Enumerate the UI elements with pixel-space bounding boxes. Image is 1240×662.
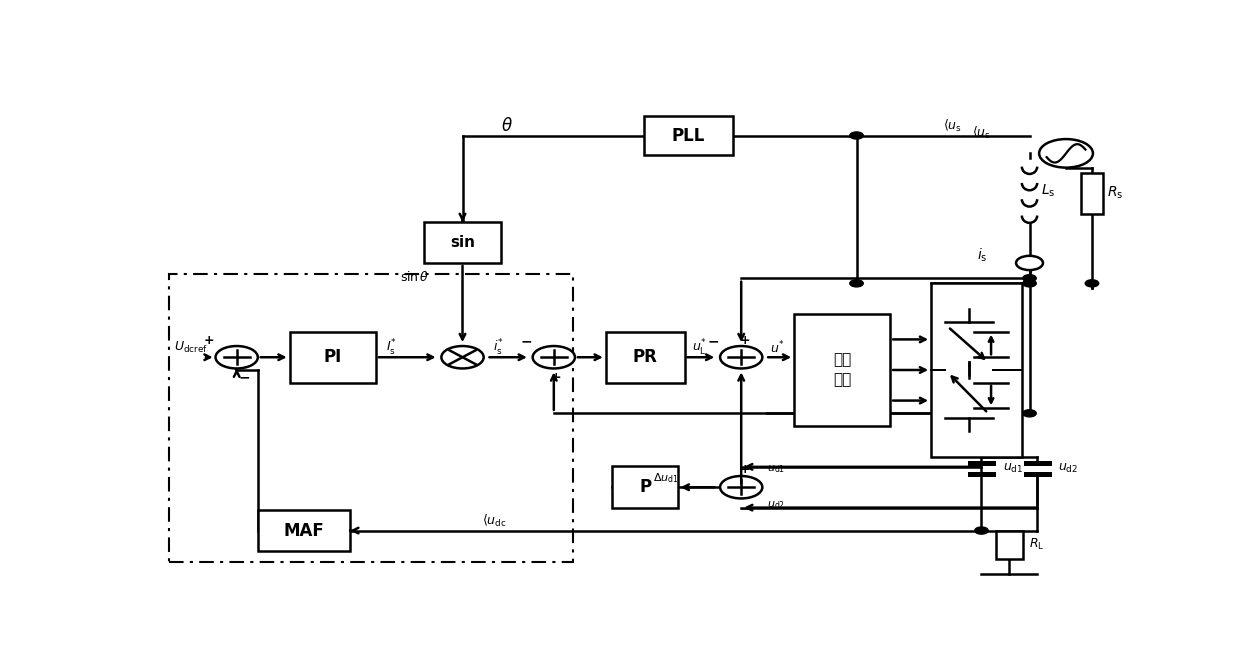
Text: +: + (739, 334, 750, 348)
Circle shape (849, 132, 863, 139)
Text: $u_{\rm d1}$: $u_{\rm d1}$ (768, 463, 785, 475)
Circle shape (216, 346, 258, 369)
Text: +: + (739, 463, 750, 477)
Bar (613, 466, 678, 508)
Text: PLL: PLL (672, 126, 706, 144)
Text: $U_{\rm dcref}$: $U_{\rm dcref}$ (174, 340, 208, 355)
Bar (170, 274, 573, 562)
Text: $i_{\rm s}^{*}$: $i_{\rm s}^{*}$ (494, 338, 503, 358)
Circle shape (1016, 256, 1043, 270)
Text: $u_{\rm d2}$: $u_{\rm d2}$ (768, 499, 785, 511)
Text: $u^{*}$: $u^{*}$ (770, 340, 785, 356)
Text: PI: PI (324, 348, 342, 366)
Text: $\sin\theta$: $\sin\theta$ (401, 270, 429, 284)
Bar (644, 116, 733, 156)
Circle shape (1085, 280, 1099, 287)
Circle shape (1023, 275, 1037, 282)
Text: $u_{\rm d2}$: $u_{\rm d2}$ (1059, 462, 1079, 475)
Text: $\Delta u_{\rm d1}$: $\Delta u_{\rm d1}$ (652, 471, 678, 485)
Text: $u_{\rm d1}$: $u_{\rm d1}$ (1003, 462, 1023, 475)
Text: $i_{\rm s}$: $i_{\rm s}$ (977, 247, 987, 264)
Text: sin: sin (450, 235, 475, 250)
Text: 调制
策略: 调制 策略 (833, 353, 851, 387)
Text: −: − (739, 502, 751, 516)
Text: −: − (238, 371, 250, 385)
Circle shape (533, 346, 575, 369)
Text: $\langle u_{\rm s}$: $\langle u_{\rm s}$ (972, 125, 991, 141)
Circle shape (975, 527, 988, 534)
Bar (1081, 173, 1102, 214)
Text: PR: PR (632, 348, 657, 366)
Circle shape (720, 476, 763, 498)
Circle shape (720, 346, 763, 369)
Text: $I_{\rm s}^{*}$: $I_{\rm s}^{*}$ (386, 338, 397, 358)
Text: $R_{\rm s}$: $R_{\rm s}$ (1107, 185, 1123, 201)
Text: $u_{\rm L}^{*}$: $u_{\rm L}^{*}$ (692, 338, 707, 358)
Text: −: − (708, 334, 719, 348)
Text: MAF: MAF (284, 522, 325, 540)
Bar (258, 510, 350, 551)
Bar (794, 314, 890, 426)
Bar (290, 332, 376, 383)
Circle shape (1039, 139, 1092, 167)
Bar (996, 530, 1023, 559)
Circle shape (1023, 280, 1037, 287)
Bar (931, 283, 1022, 457)
Text: $R_{\rm L}$: $R_{\rm L}$ (1028, 537, 1044, 552)
Text: $\langle u_{\rm dc}$: $\langle u_{\rm dc}$ (481, 513, 506, 530)
Text: $\theta$: $\theta$ (501, 117, 513, 135)
Text: −: − (521, 334, 532, 348)
Text: +: + (551, 371, 562, 384)
Text: $\langle u_{\rm s}$: $\langle u_{\rm s}$ (942, 118, 962, 134)
Text: $L_{\rm s}$: $L_{\rm s}$ (1042, 183, 1055, 199)
Bar (605, 332, 684, 383)
Circle shape (849, 280, 863, 287)
Text: P: P (639, 478, 651, 496)
Bar (424, 222, 501, 263)
Text: +: + (205, 334, 215, 348)
Circle shape (1023, 410, 1037, 417)
Circle shape (441, 346, 484, 369)
